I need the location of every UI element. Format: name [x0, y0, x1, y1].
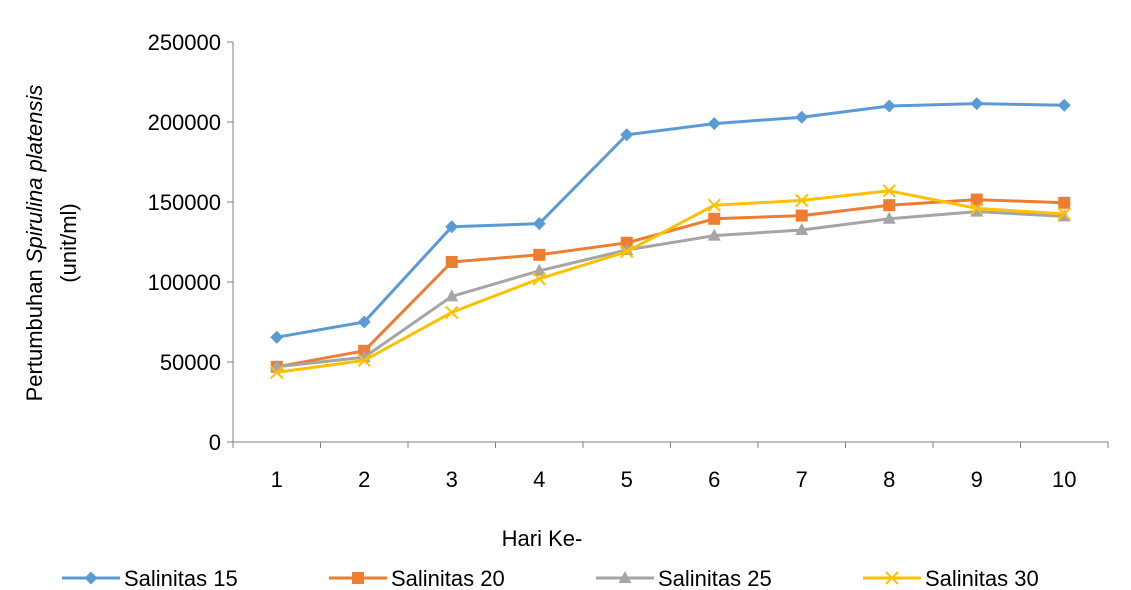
data-point: [620, 128, 634, 142]
series-4: [270, 184, 1071, 380]
data-point: [970, 204, 984, 217]
legend-label: Salinitas 20: [391, 566, 505, 590]
data-point: [970, 97, 984, 111]
x-tick-label: 8: [883, 467, 895, 492]
x-tick-label: 5: [621, 467, 633, 492]
legend-marker: [618, 571, 632, 583]
series-layer: [270, 97, 1071, 380]
data-point: [707, 117, 721, 131]
data-point: [1057, 98, 1071, 112]
data-point: [970, 201, 984, 216]
legend-item: Salinitas 30: [863, 566, 1039, 590]
legend-item: Salinitas 15: [62, 566, 238, 590]
x-tick-label: 10: [1052, 467, 1076, 492]
y-axis-title-italic: Spirulina platensis: [22, 85, 47, 264]
series-line: [276, 189, 1065, 374]
x-tick-label: 2: [358, 467, 370, 492]
legend-marker: [885, 571, 899, 585]
y-tick-label: 0: [209, 430, 221, 455]
x-tick-label: 7: [796, 467, 808, 492]
y-tick-label: 250000: [148, 30, 221, 55]
data-point: [970, 193, 983, 206]
data-point: [445, 289, 459, 302]
x-tick-label: 9: [971, 467, 983, 492]
x-axis-title: Hari Ke-: [502, 526, 583, 551]
legend-marker: [352, 572, 364, 584]
y-tick-label: 100000: [148, 270, 221, 295]
data-point: [270, 365, 284, 380]
series-line: [276, 210, 1065, 369]
data-point: [270, 330, 284, 344]
y-axis-title-units: (unit/ml): [56, 203, 81, 282]
data-point: [707, 228, 721, 241]
x-tick-label: 1: [271, 467, 283, 492]
legend-marker: [84, 571, 98, 585]
data-point: [882, 184, 896, 198]
x-axis: 1 2 3 4 5 6 7 8 9 10: [232, 441, 1109, 492]
series-1: [270, 97, 1071, 344]
data-point: [795, 223, 809, 235]
x-tick-label: 4: [533, 467, 545, 492]
data-point: [708, 212, 721, 225]
data-point: [1057, 207, 1071, 221]
data-point: [357, 315, 371, 329]
data-point: [445, 305, 459, 320]
data-point: [533, 248, 546, 261]
data-point: [883, 199, 896, 212]
data-point: [445, 256, 458, 268]
data-point: [882, 99, 896, 113]
data-point: [357, 353, 371, 368]
legend-item: Salinitas 20: [329, 566, 505, 590]
legend-label: Salinitas 15: [124, 566, 238, 590]
legend-label: Salinitas 25: [658, 566, 772, 590]
x-tick-label: 6: [708, 467, 720, 492]
data-point: [1058, 196, 1071, 209]
legend-item: Salinitas 25: [596, 566, 772, 590]
legend-label: Salinitas 30: [925, 566, 1039, 590]
series-line: [276, 102, 1065, 339]
series-2: [270, 193, 1071, 373]
y-tick-label: 200000: [148, 110, 221, 135]
y-tick-label: 50000: [160, 350, 221, 375]
y-axis-title-prefix: Pertumbuhan: [22, 263, 47, 401]
data-point: [532, 272, 546, 286]
data-point: [445, 220, 459, 234]
data-point: [532, 217, 546, 231]
y-tick-label: 150000: [148, 190, 221, 215]
y-axis: 0 50000 100000 150000 200000 250000: [148, 30, 234, 455]
data-point: [620, 236, 633, 249]
data-point: [532, 263, 546, 276]
legend: Salinitas 15 Salinitas 20 Salinitas 25 Sali…: [62, 566, 1039, 590]
data-point: [795, 209, 808, 222]
y-axis-title: Pertumbuhan Spirulina platensis: [22, 85, 47, 402]
data-point: [882, 211, 896, 224]
data-point: [795, 110, 809, 124]
data-point: [620, 244, 634, 259]
data-point: [707, 198, 721, 212]
x-tick-label: 3: [446, 467, 458, 492]
data-point: [795, 193, 809, 208]
series-line: [276, 198, 1065, 369]
